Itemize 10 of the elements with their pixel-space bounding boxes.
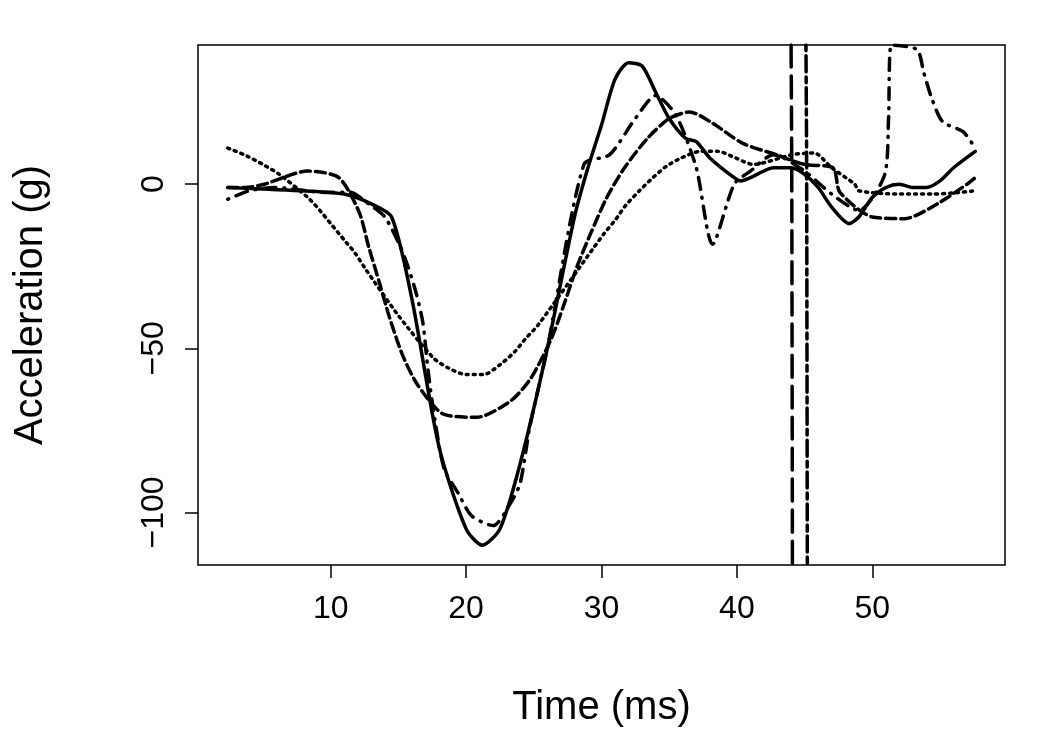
- y-axis-title: Acceleration (g): [6, 164, 50, 446]
- x-axis-title: Time (ms): [512, 683, 691, 727]
- y-tick-label: −100: [134, 476, 170, 549]
- x-tick-label: 20: [448, 589, 484, 625]
- y-tick-label: 0: [134, 175, 170, 194]
- x-tick-label: 50: [854, 589, 891, 625]
- x-tick-label: 30: [583, 589, 620, 625]
- y-tick-label: −50: [134, 321, 170, 376]
- x-tick-label: 10: [312, 589, 349, 625]
- x-tick-label: 40: [719, 589, 755, 625]
